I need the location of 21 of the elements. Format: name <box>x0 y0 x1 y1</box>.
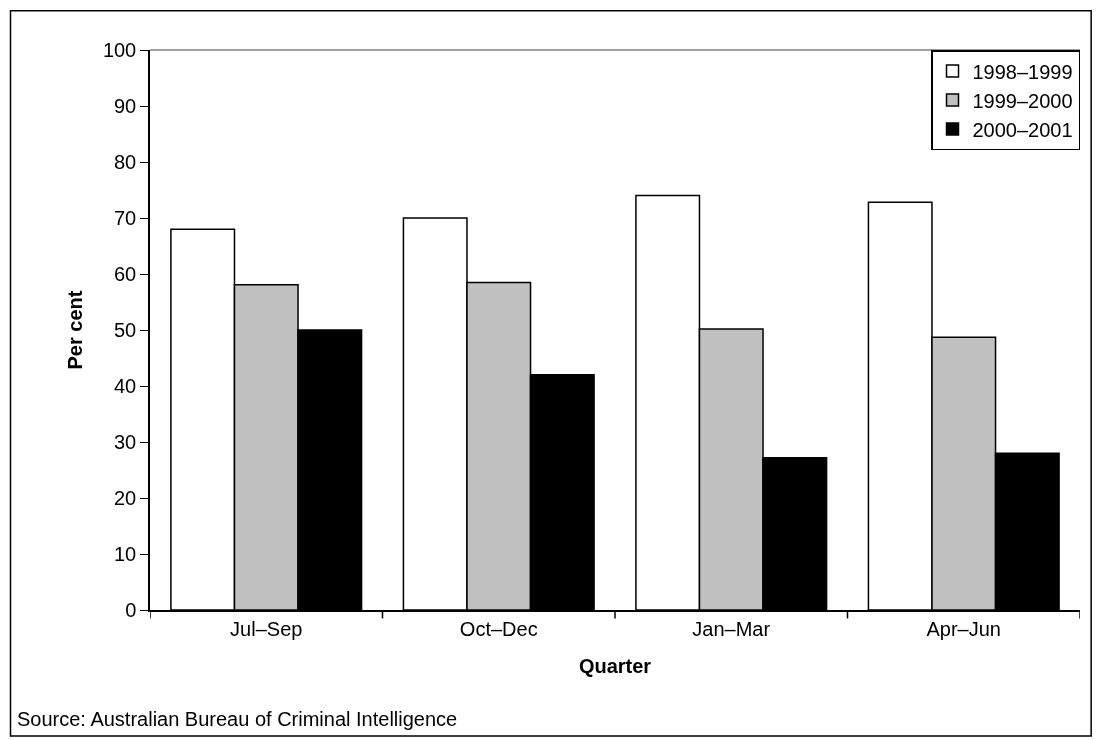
x-tick-label: Oct–Dec <box>459 617 538 640</box>
source-note: Source: Australian Bureau of Criminal Intelligence <box>17 708 458 730</box>
x-tick-label: Jan–Mar <box>692 617 771 640</box>
y-tick-label: 40 <box>114 375 137 397</box>
y-tick-label: 70 <box>114 207 137 229</box>
y-tick-label: 90 <box>114 95 137 117</box>
legend-label: 2000–2001 <box>972 118 1073 141</box>
x-tick-label: Apr–Jun <box>926 617 1001 640</box>
y-tick-label: 80 <box>114 151 137 173</box>
y-tick-label: 60 <box>114 263 137 285</box>
y-axis-title: Per cent <box>63 290 86 370</box>
legend-label: 1998–1999 <box>972 60 1073 83</box>
y-tick-label: 20 <box>114 487 137 509</box>
y-tick-label: 100 <box>102 39 137 61</box>
y-tick-label: 30 <box>114 431 137 453</box>
y-tick-label: 10 <box>114 543 137 565</box>
legend-label: 1999–2000 <box>972 89 1073 112</box>
x-tick-label: Jul–Sep <box>230 617 303 640</box>
y-tick-label: 0 <box>125 599 137 621</box>
y-tick-label: 50 <box>114 319 137 341</box>
x-axis-title: Quarter <box>578 654 652 677</box>
